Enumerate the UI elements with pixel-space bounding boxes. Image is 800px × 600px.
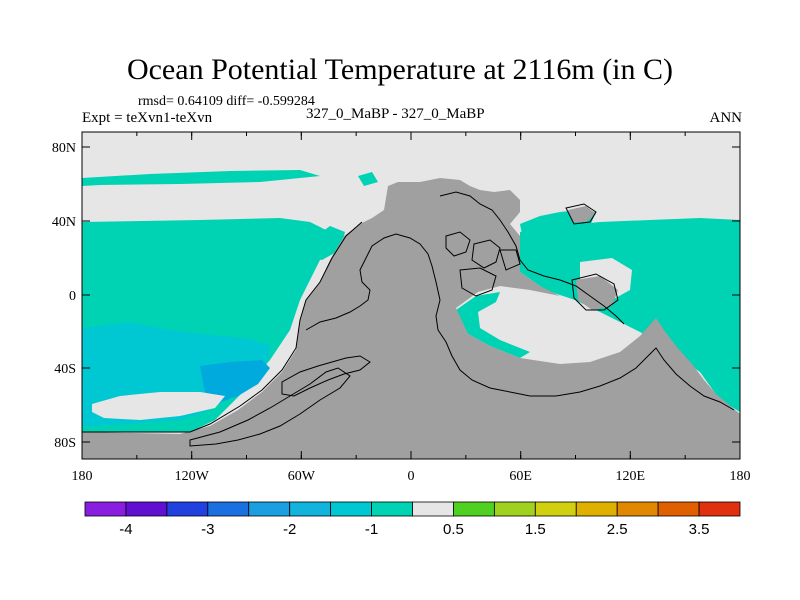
colorbar-label: 0.5 xyxy=(443,521,464,538)
coastline xyxy=(571,273,619,311)
colorbar-swatch xyxy=(207,501,250,517)
coastline xyxy=(499,249,521,271)
coastline xyxy=(445,231,471,257)
lon-tick-label: 0 xyxy=(408,469,415,484)
land-mass xyxy=(568,206,596,222)
colorbar-label: -1 xyxy=(365,521,378,538)
plot-title: Ocean Potential Temperature at 2116m (in… xyxy=(126,53,674,86)
coastline xyxy=(189,367,351,447)
colorbar-swatch xyxy=(248,501,291,517)
colorbar-swatch xyxy=(84,501,127,517)
colorbar-swatch xyxy=(289,501,332,517)
colorbar-label: 3.5 xyxy=(689,521,710,538)
cyan-region xyxy=(520,218,740,412)
lat-tick-label: 80N xyxy=(52,141,76,156)
colorbar-swatch xyxy=(166,501,209,517)
coastline xyxy=(305,233,735,411)
coastline xyxy=(82,221,363,433)
lon-tick-label: 180 xyxy=(72,469,93,484)
land xyxy=(82,178,740,459)
coastline xyxy=(565,203,597,225)
colorbar-swatch xyxy=(453,501,495,517)
lon-tick-label: 60E xyxy=(509,469,532,484)
neutral-island xyxy=(92,392,225,420)
colorbar-label: -4 xyxy=(119,521,132,538)
map-axes: 80N 40N 0 40S 80S 180 120W 60W 0 60E 120E 180 xyxy=(52,132,751,484)
colorbar-swatch xyxy=(493,501,536,517)
lon-tick-label: 120E xyxy=(616,469,646,484)
coastline xyxy=(281,355,371,397)
cyan-region xyxy=(456,292,530,358)
colorbar-label: 2.5 xyxy=(607,521,628,538)
lon-tick-label: 60W xyxy=(288,469,316,484)
land-mass xyxy=(82,178,740,459)
lat-tick-label: 80S xyxy=(54,436,76,451)
neutral-basin xyxy=(476,290,632,360)
coastline xyxy=(471,239,501,269)
lon-tick-label: 180 xyxy=(730,469,751,484)
cyan-region xyxy=(358,172,378,186)
lon-tick-label: 120W xyxy=(175,469,210,484)
lat-tick-label: 40S xyxy=(54,362,76,377)
period-label: 327_0_MaBP - 327_0_MaBP xyxy=(306,106,485,122)
colorbar-label: -2 xyxy=(283,521,296,538)
season-label: ANN xyxy=(709,110,743,126)
coastline xyxy=(459,267,497,297)
colorbar: -4 -3 -2 -1 0.5 1.5 2.5 3.5 xyxy=(84,501,741,538)
colorbar-swatch xyxy=(698,501,741,517)
colorbar-label: -3 xyxy=(201,521,214,538)
colorbar-swatch xyxy=(534,501,577,517)
blue-region xyxy=(200,360,270,404)
colorbar-swatch xyxy=(371,501,413,517)
cyan-region xyxy=(82,170,320,186)
colorbar-swatch xyxy=(657,501,700,517)
experiment-label: Expt = teXvn1-teXvn xyxy=(82,110,213,126)
colorbar-swatch xyxy=(575,501,618,517)
colorbar-label: 1.5 xyxy=(525,521,546,538)
land-mass xyxy=(576,276,618,310)
lat-tick-label: 40N xyxy=(52,215,76,230)
colorbar-swatch xyxy=(330,501,372,517)
stats-text: rmsd= 0.64109 diff= -0.599284 xyxy=(138,94,315,109)
lat-tick-label: 0 xyxy=(69,289,76,304)
colorbar-swatch xyxy=(125,501,168,517)
colorbar-swatch xyxy=(412,501,454,517)
coastline xyxy=(439,191,625,325)
coastlines xyxy=(82,191,735,447)
colorbar-swatch xyxy=(616,501,659,517)
